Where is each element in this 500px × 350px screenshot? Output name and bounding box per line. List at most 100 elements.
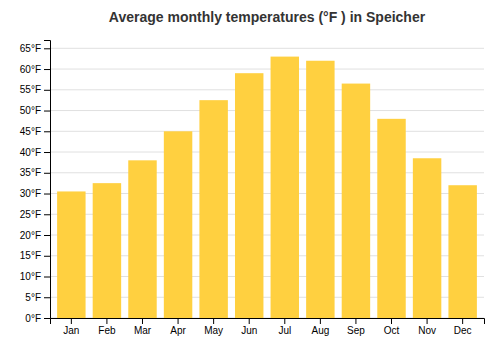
- x-axis: Jan Feb Mar Apr May Jun Jul Aug Sep Oct Nov Dec: [51, 318, 485, 336]
- x-tick-mark: [178, 318, 179, 324]
- y-tick-label: 5°F: [25, 292, 41, 303]
- y-tick-mark: [44, 48, 50, 49]
- y-tick-mark: [44, 90, 50, 91]
- y-tick-mark: [44, 69, 50, 70]
- y-tick-label: 0°F: [25, 313, 41, 324]
- x-tick-label: Jan: [63, 325, 79, 336]
- bar: [413, 158, 441, 318]
- y-tick: 65°F: [20, 43, 50, 54]
- y-tick: 20°F: [20, 230, 50, 241]
- grid-line: [50, 152, 484, 153]
- y-tick-mark: [44, 111, 50, 112]
- x-tick: Dec: [454, 318, 472, 336]
- y-tick: 35°F: [20, 167, 50, 178]
- bar: [377, 119, 405, 318]
- x-tick: Jul: [278, 318, 291, 336]
- y-tick: 40°F: [20, 147, 50, 158]
- title: Average monthly temperatures (°F ) in Sp…: [109, 9, 426, 25]
- y-tick-mark: [44, 277, 50, 278]
- bar: [271, 57, 299, 318]
- x-tick: Jun: [241, 318, 257, 336]
- x-tick: Jan: [63, 318, 79, 336]
- x-tick-mark: [391, 318, 392, 324]
- x-tick: Oct: [384, 318, 400, 336]
- y-tick-mark: [44, 256, 50, 257]
- x-tick-label: May: [204, 325, 223, 336]
- chart: 0°F 5°F 10°F 15°F 20°F 25°F 30°F 35°F 40°F 45°F 50…: [0, 0, 500, 350]
- y-tick-label: 30°F: [20, 188, 41, 199]
- y-tick-mark: [44, 297, 50, 298]
- y-tick-mark: [44, 131, 50, 132]
- x-tick-mark: [71, 318, 72, 324]
- x-tick: Feb: [98, 318, 116, 336]
- x-tick: Aug: [311, 318, 329, 336]
- bar: [164, 131, 192, 318]
- y-tick: 25°F: [20, 209, 50, 220]
- y-tick-mark: [44, 318, 50, 319]
- y-tick-label: 40°F: [20, 147, 41, 158]
- bar: [199, 100, 227, 318]
- y-tick-mark: [44, 152, 50, 153]
- x-tick-label: Dec: [454, 325, 472, 336]
- y-tick: 5°F: [25, 292, 50, 303]
- x-tick: Apr: [170, 318, 186, 336]
- x-tick-label: Oct: [384, 325, 400, 336]
- y-tick-mark: [44, 173, 50, 174]
- y-tick-mark: [44, 235, 50, 236]
- y-tick-label: 25°F: [20, 209, 41, 220]
- y-tick-label: 35°F: [20, 167, 41, 178]
- x-tick-label: Apr: [170, 325, 186, 336]
- grid-line: [50, 69, 484, 70]
- y-tick: 45°F: [20, 126, 50, 137]
- y-tick-label: 55°F: [20, 84, 41, 95]
- x-tick-mark: [106, 318, 107, 324]
- x-tick-mark: [249, 318, 250, 324]
- x-axis-line: [51, 319, 485, 325]
- bar: [306, 61, 334, 318]
- y-tick-label: 50°F: [20, 105, 41, 116]
- x-tick: Sep: [347, 318, 365, 336]
- x-tick-label: Nov: [418, 325, 436, 336]
- x-tick-mark: [142, 318, 143, 324]
- x-tick-label: Jul: [278, 325, 291, 336]
- y-tick: 10°F: [20, 271, 50, 282]
- grid-line: [50, 48, 484, 49]
- y-axis: 0°F 5°F 10°F 15°F 20°F 25°F 30°F 35°F 40°F 45°F 50…: [20, 41, 51, 324]
- bar: [93, 183, 121, 318]
- y-tick-label: 45°F: [20, 126, 41, 137]
- y-tick: 50°F: [20, 105, 50, 116]
- y-tick: 0°F: [25, 313, 50, 324]
- grid: [50, 48, 484, 318]
- y-tick-label: 60°F: [20, 64, 41, 75]
- x-tick-mark: [355, 318, 356, 324]
- x-tick-mark: [427, 318, 428, 324]
- y-tick-mark: [44, 214, 50, 215]
- grid-line: [50, 110, 484, 111]
- bar: [57, 191, 85, 318]
- grid-line: [50, 131, 484, 132]
- y-tick-label: 20°F: [20, 230, 41, 241]
- x-tick-label: Feb: [98, 325, 116, 336]
- x-tick: Nov: [418, 318, 436, 336]
- x-tick: Mar: [134, 318, 152, 336]
- x-tick-label: Sep: [347, 325, 365, 336]
- x-tick-mark: [213, 318, 214, 324]
- x-tick-mark: [284, 318, 285, 324]
- bar: [342, 84, 370, 318]
- x-tick-mark: [320, 318, 321, 324]
- plot-area: [57, 57, 477, 318]
- y-tick: 60°F: [20, 64, 50, 75]
- bar: [235, 73, 263, 318]
- y-tick-label: 65°F: [20, 43, 41, 54]
- y-tick: 55°F: [20, 84, 50, 95]
- bar: [448, 185, 476, 318]
- bar: [128, 160, 156, 318]
- x-tick-label: Jun: [241, 325, 257, 336]
- x-tick-mark: [462, 318, 463, 324]
- x-tick: May: [204, 318, 223, 336]
- x-tick-label: Aug: [311, 325, 329, 336]
- y-tick: 30°F: [20, 188, 50, 199]
- x-tick-label: Mar: [134, 325, 152, 336]
- y-tick-mark: [44, 194, 50, 195]
- y-tick: 15°F: [20, 250, 50, 261]
